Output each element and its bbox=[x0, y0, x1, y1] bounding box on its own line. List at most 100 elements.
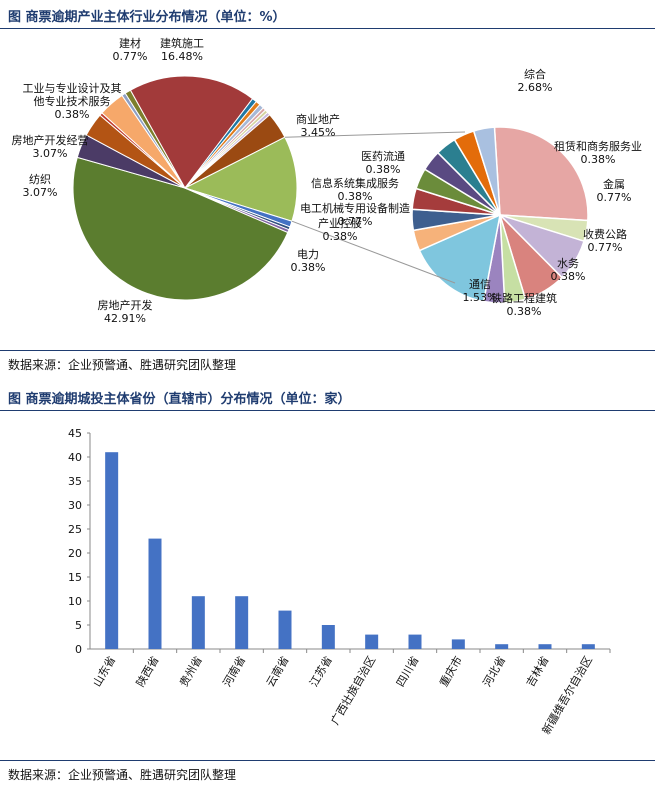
svg-text:房地产开发经营: 房地产开发经营 bbox=[12, 133, 89, 147]
svg-text:租赁和商务服务业: 租赁和商务服务业 bbox=[554, 139, 642, 153]
svg-text:0.38%: 0.38% bbox=[551, 270, 586, 283]
sub-pie-slice-6 bbox=[418, 213, 502, 303]
svg-text:0.77%: 0.77% bbox=[588, 241, 623, 254]
svg-text:综合: 综合 bbox=[524, 67, 546, 81]
svg-text:房地产开发: 房地产开发 bbox=[98, 298, 153, 312]
x-tick-label-9: 河北省 bbox=[481, 654, 509, 689]
y-tick-label: 15 bbox=[68, 571, 82, 584]
y-tick-label: 45 bbox=[68, 427, 82, 440]
bar-10 bbox=[538, 644, 552, 649]
svg-text:0.77%: 0.77% bbox=[338, 215, 373, 228]
connector-line-top bbox=[284, 131, 466, 138]
svg-text:42.91%: 42.91% bbox=[104, 312, 146, 325]
svg-text:通信: 通信 bbox=[469, 278, 491, 291]
figure1-bottom-rule bbox=[0, 350, 655, 351]
svg-text:建材: 建材 bbox=[119, 36, 141, 50]
y-tick-label: 20 bbox=[68, 547, 82, 560]
svg-text:0.38%: 0.38% bbox=[291, 261, 326, 274]
y-tick-label: 25 bbox=[68, 523, 82, 536]
pie-label-14: 金属0.77% bbox=[597, 177, 632, 204]
bar-3 bbox=[235, 596, 249, 649]
main-pie-slice-0 bbox=[72, 156, 289, 301]
figure1-title-rule bbox=[0, 28, 655, 29]
main-pie-slice-7 bbox=[129, 75, 254, 189]
bar-4 bbox=[278, 610, 292, 649]
x-tick-label-7: 四川省 bbox=[394, 654, 422, 689]
bar-2 bbox=[191, 596, 205, 649]
pie-label-0: 建材0.77% bbox=[113, 36, 148, 63]
x-tick-label-10: 吉林省 bbox=[523, 654, 552, 690]
bar-8 bbox=[451, 639, 465, 649]
svg-text:水务: 水务 bbox=[557, 257, 579, 270]
svg-text:16.48%: 16.48% bbox=[161, 50, 203, 63]
bar-5 bbox=[321, 625, 335, 649]
bar-1 bbox=[148, 538, 162, 649]
y-tick-label: 10 bbox=[68, 595, 82, 608]
y-tick-label: 0 bbox=[75, 643, 82, 656]
figure2-title-rule bbox=[0, 410, 655, 411]
x-tick-label-4: 云南省 bbox=[264, 654, 292, 689]
svg-text:医药流通: 医药流通 bbox=[361, 149, 405, 163]
svg-text:0.77%: 0.77% bbox=[113, 50, 148, 63]
svg-text:纺织: 纺织 bbox=[29, 172, 51, 186]
svg-text:0.38%: 0.38% bbox=[323, 230, 358, 243]
svg-text:0.77%: 0.77% bbox=[597, 191, 632, 204]
svg-text:1.53%: 1.53% bbox=[463, 291, 498, 304]
sub-pie-slice-0 bbox=[493, 126, 589, 222]
svg-text:金属: 金属 bbox=[603, 177, 625, 191]
bar-7 bbox=[408, 634, 422, 649]
figure2-bottom-rule bbox=[0, 760, 655, 761]
x-tick-label-8: 重庆市 bbox=[436, 654, 465, 690]
svg-text:信息系统集成服务: 信息系统集成服务 bbox=[311, 176, 399, 190]
svg-text:产业控股: 产业控股 bbox=[318, 216, 362, 230]
x-tick-label-2: 贵州省 bbox=[177, 654, 205, 689]
x-tick-label-0: 山东省 bbox=[91, 654, 119, 689]
pie-label-18: 通信1.53% bbox=[463, 278, 498, 304]
svg-text:0.38%: 0.38% bbox=[507, 305, 542, 318]
figure2-source: 数据来源：企业预警通、胜遇研究团队整理 bbox=[8, 768, 237, 782]
bar-chart: 0 5 10 15 20 25 30 35 40 45 山东省 陕西省 贵州省 河南省 云南省 江苏省广西壮… bbox=[68, 427, 611, 737]
x-tick-label-1: 陕西省 bbox=[133, 654, 162, 690]
connector-line-bottom bbox=[291, 220, 456, 284]
svg-text:铁路工程建筑: 铁路工程建筑 bbox=[491, 291, 557, 305]
figure1-title: 图 商票逾期产业主体行业分布情况（单位：%） bbox=[8, 10, 286, 25]
pie-label-11: 电力0.38% bbox=[291, 248, 326, 274]
svg-text:0.38%: 0.38% bbox=[338, 190, 373, 203]
svg-text:0.38%: 0.38% bbox=[55, 108, 90, 121]
svg-text:建筑施工: 建筑施工 bbox=[160, 36, 204, 50]
figure1-source: 数据来源：企业预警通、胜遇研究团队整理 bbox=[8, 358, 237, 372]
main-pie-slice-18 bbox=[184, 187, 290, 234]
bar-6 bbox=[365, 634, 379, 649]
y-tick-label: 40 bbox=[68, 451, 82, 464]
svg-text:商业地产: 商业地产 bbox=[296, 112, 340, 126]
sub-pie-slice-14 bbox=[472, 126, 501, 216]
svg-text:3.07%: 3.07% bbox=[33, 147, 68, 160]
svg-text:2.68%: 2.68% bbox=[518, 81, 553, 94]
x-tick-label-5: 江苏省 bbox=[307, 654, 335, 689]
bar-9 bbox=[495, 644, 509, 649]
svg-text:0.38%: 0.38% bbox=[366, 163, 401, 176]
svg-text:工业与专业设计及其: 工业与专业设计及其 bbox=[23, 81, 122, 95]
svg-text:收费公路: 收费公路 bbox=[583, 227, 627, 241]
pie-label-16: 水务0.38% bbox=[551, 257, 586, 283]
y-tick-label: 30 bbox=[68, 499, 82, 512]
main-pie-slice-15 bbox=[183, 136, 298, 222]
pie-label-12: 综合2.68% bbox=[518, 67, 553, 94]
y-tick-label: 35 bbox=[68, 475, 82, 488]
svg-text:3.45%: 3.45% bbox=[301, 126, 336, 139]
pie-chart: 建材0.77%建筑施工16.48%工业与专业设计及其他专业技术服务0.38%房地… bbox=[12, 36, 643, 325]
figure2-title: 图 商票逾期城投主体省份（直辖市）分布情况（单位：家） bbox=[8, 392, 351, 407]
bar-11 bbox=[581, 644, 595, 649]
